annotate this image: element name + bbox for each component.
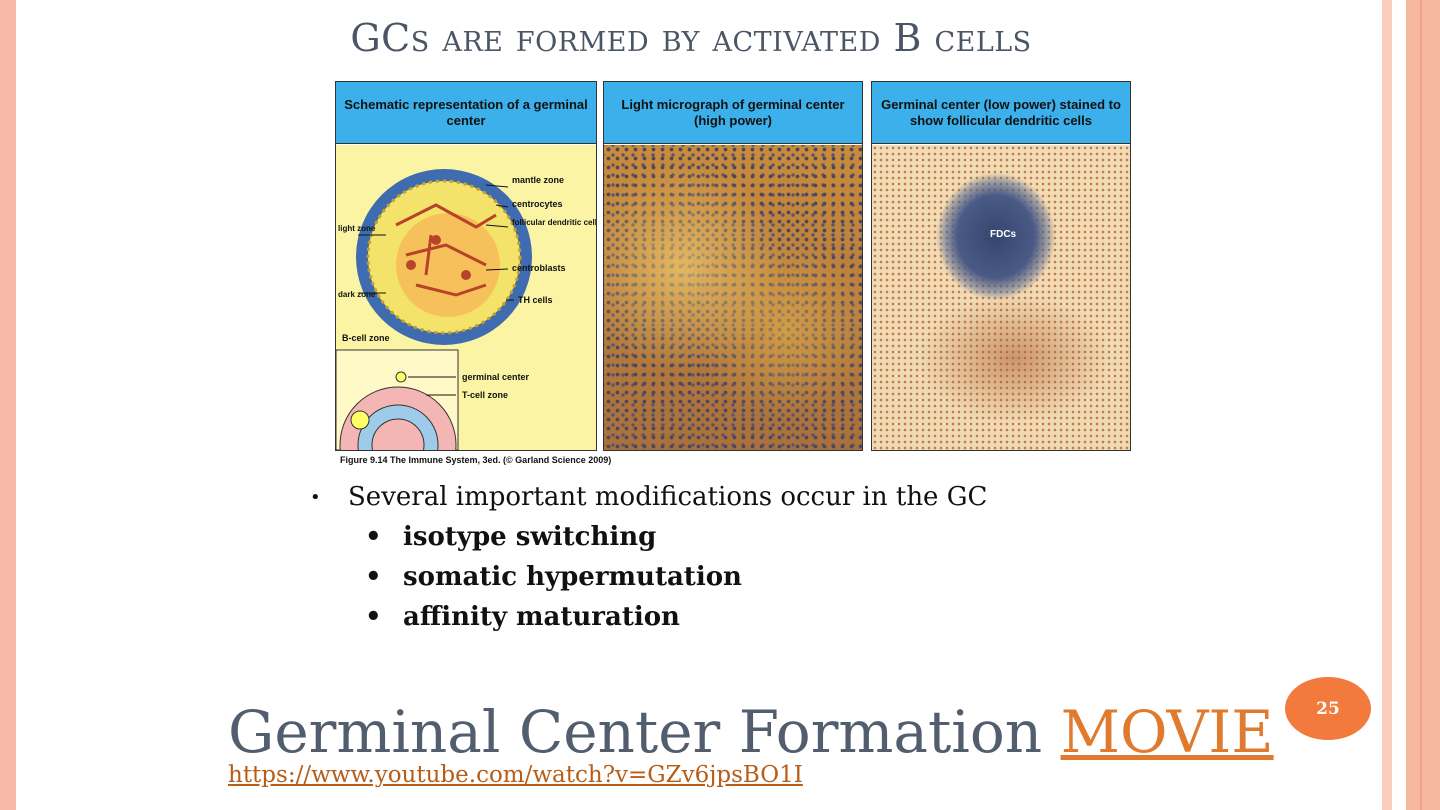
micrograph-panel: Light micrograph of germinal center (hig… xyxy=(603,81,863,451)
label-th-cells: TH cells xyxy=(518,295,553,305)
schematic-diagram: mantle zone centrocytes follicular dendr… xyxy=(336,145,596,450)
label-b-cell-zone: B-cell zone xyxy=(342,333,390,343)
figure-caption: Figure 9.14 The Immune System, 3ed. (© G… xyxy=(340,455,612,465)
right-border-band xyxy=(1406,0,1440,810)
label-light-zone: light zone xyxy=(338,224,376,233)
page-number-badge: 25 xyxy=(1285,677,1371,740)
movie-heading-text: Germinal Center Formation xyxy=(228,698,1043,766)
fdc-stain-panel-header: Germinal center (low power) stained to s… xyxy=(872,82,1130,144)
right-border-stripe xyxy=(1382,0,1392,810)
label-centroblasts: centroblasts xyxy=(512,263,566,273)
figure: Schematic representation of a germinal c… xyxy=(335,81,1131,451)
schematic-panel-header: Schematic representation of a germinal c… xyxy=(336,82,596,144)
micrograph-panel-header: Light micrograph of germinal center (hig… xyxy=(604,82,862,144)
label-follicular-dendritic: follicular dendritic cells xyxy=(512,218,596,227)
bullet-main-text: Several important modifications occur in… xyxy=(348,482,988,512)
schematic-svg: mantle zone centrocytes follicular dendr… xyxy=(336,169,596,450)
bullet-dot: • xyxy=(365,562,382,592)
label-t-cell-zone: T-cell zone xyxy=(462,390,508,400)
sub-bullet: • somatic hypermutation xyxy=(365,562,987,592)
micrograph-image xyxy=(604,145,862,450)
sub-bullet-text: affinity maturation xyxy=(403,602,680,632)
label-germinal-center: germinal center xyxy=(462,372,530,382)
movie-heading: Germinal Center Formation MOVIE xyxy=(228,698,1274,766)
left-border xyxy=(0,0,16,810)
fdcs-label: FDCs xyxy=(990,229,1017,240)
bullet-list: • Several important modifications occur … xyxy=(310,482,987,632)
bullet-dot: • xyxy=(365,522,382,552)
fdc-stain-image: FDCs xyxy=(872,145,1130,450)
movie-link[interactable]: MOVIE xyxy=(1060,698,1274,766)
bullet-dot: • xyxy=(365,602,382,632)
bullet-main: • Several important modifications occur … xyxy=(310,482,987,512)
bullet-dot: • xyxy=(310,486,321,508)
right-border-gap xyxy=(1392,0,1406,810)
label-dark-zone: dark zone xyxy=(338,290,376,299)
schematic-panel: Schematic representation of a germinal c… xyxy=(335,81,597,451)
sub-bullet: • affinity maturation xyxy=(365,602,987,632)
fdc-stain-panel: Germinal center (low power) stained to s… xyxy=(871,81,1131,451)
right-border-line xyxy=(1420,0,1422,810)
youtube-url-link[interactable]: https://www.youtube.com/watch?v=GZv6jpsB… xyxy=(228,762,803,788)
label-mantle-zone: mantle zone xyxy=(512,175,564,185)
sub-bullet-text: somatic hypermutation xyxy=(403,562,742,592)
label-centrocytes: centrocytes xyxy=(512,199,563,209)
slide-title: GCs are formed by activated B cells xyxy=(350,16,1032,60)
sub-bullet: • isotype switching xyxy=(365,522,987,552)
sub-bullet-text: isotype switching xyxy=(403,522,657,552)
